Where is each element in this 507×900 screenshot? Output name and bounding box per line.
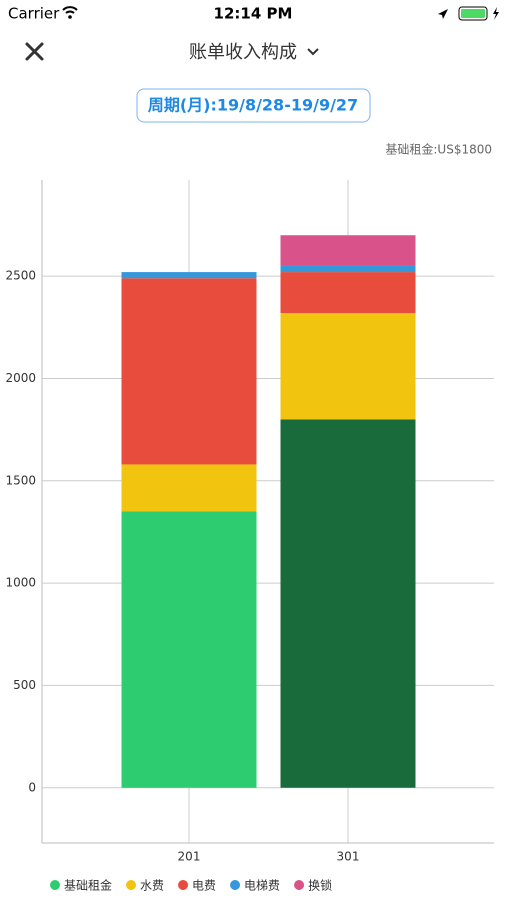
bar-segment xyxy=(280,313,416,420)
clock: 12:14 PM xyxy=(214,5,293,23)
charging-icon xyxy=(493,7,499,20)
y-tick-label: 2500 xyxy=(5,269,36,283)
carrier: Carrier xyxy=(8,5,60,23)
bar-segment xyxy=(280,419,416,788)
legend-label: 换锁 xyxy=(308,878,332,893)
legend-swatch xyxy=(178,880,189,890)
y-tick-label: 1500 xyxy=(5,473,36,487)
period-box[interactable] xyxy=(136,88,371,123)
wifi-icon xyxy=(62,6,78,14)
chart: 0 500 1000 1500 2000 2500 201 301 基础租金 水费 电费 电梯费 换锁 xyxy=(5,180,494,893)
legend-label: 电费 xyxy=(192,879,216,893)
bar-segment xyxy=(121,511,257,788)
y-tick-label: 500 xyxy=(13,678,36,692)
legend-label: 水费 xyxy=(140,879,164,893)
bar-segment xyxy=(280,235,416,266)
battery-level xyxy=(461,9,485,18)
annotation: 基础租金:US$1800 xyxy=(385,142,492,157)
legend-swatch xyxy=(230,880,241,890)
bar-segment xyxy=(280,265,416,273)
bar-segment xyxy=(280,272,416,314)
legend-swatch xyxy=(50,880,60,890)
legend-label: 基础租金 xyxy=(64,878,112,893)
legend-label: 电梯费 xyxy=(244,879,280,893)
bar-segment xyxy=(121,278,257,465)
bar-segment xyxy=(121,464,257,512)
close-button[interactable] xyxy=(25,42,44,61)
x-tick-label: 201 xyxy=(178,850,201,864)
location-icon xyxy=(438,9,448,19)
y-tick-label: 0 xyxy=(28,780,36,794)
legend-swatch xyxy=(294,880,305,890)
battery xyxy=(458,6,488,21)
x-tick-label: 301 xyxy=(337,850,360,864)
period[interactable]: 周期(月):19/8/28-19/9/27 xyxy=(148,96,358,115)
legend-swatch xyxy=(126,880,137,890)
wifi-dot xyxy=(68,15,72,19)
page-title[interactable]: 账单收入构成 xyxy=(189,42,297,63)
bar-segment xyxy=(121,272,257,279)
y-tick-label: 2000 xyxy=(5,371,36,385)
title-chevron[interactable] xyxy=(307,48,319,56)
y-tick-label: 1000 xyxy=(5,576,36,590)
